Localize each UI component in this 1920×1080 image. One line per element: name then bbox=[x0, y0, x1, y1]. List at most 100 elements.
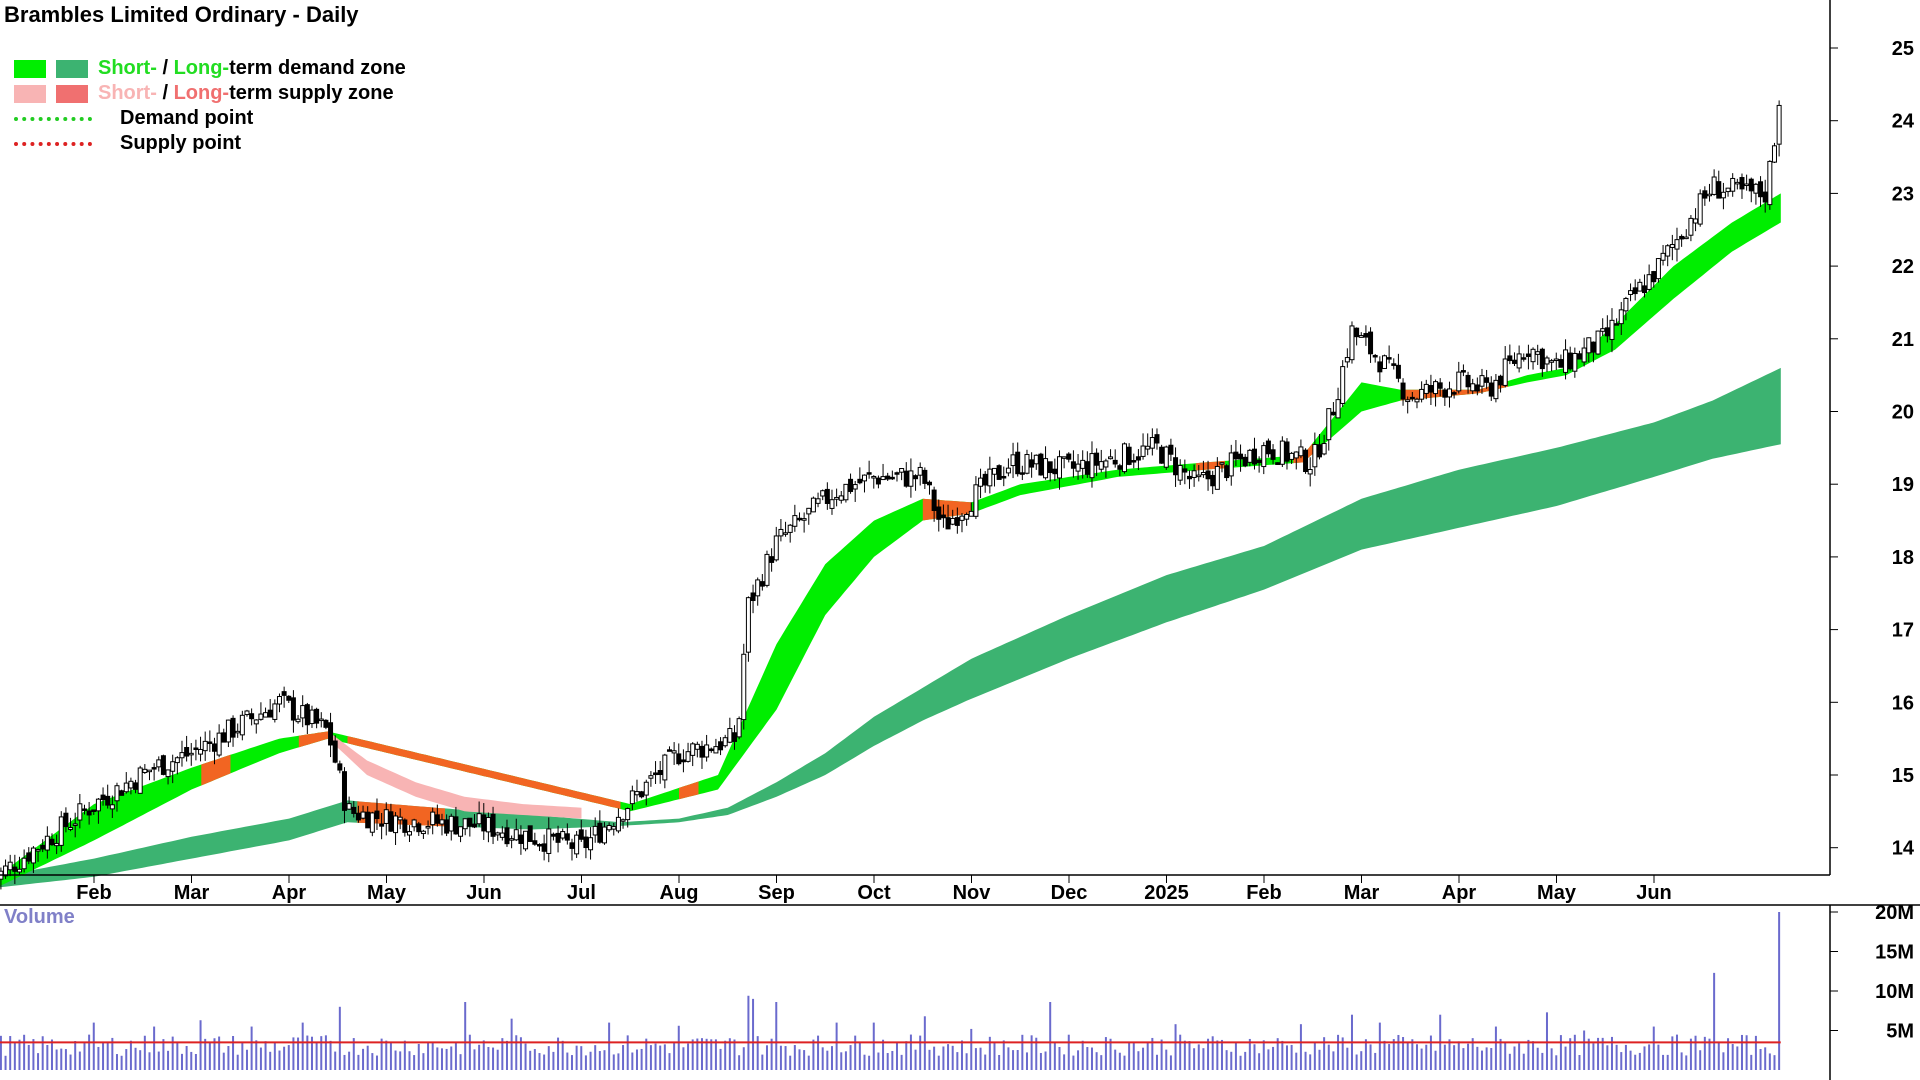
candle bbox=[1270, 444, 1276, 465]
candle-body bbox=[750, 592, 756, 602]
candle bbox=[978, 468, 984, 499]
candle bbox=[462, 818, 468, 836]
candle-body bbox=[690, 743, 696, 756]
candle-body bbox=[137, 767, 143, 794]
candle bbox=[1753, 182, 1759, 205]
candle-body bbox=[1395, 364, 1401, 379]
candle-body bbox=[304, 704, 310, 726]
candle-body bbox=[1043, 458, 1049, 479]
candle bbox=[351, 801, 357, 818]
candle-body bbox=[1702, 190, 1708, 199]
candle bbox=[207, 730, 213, 752]
time-tick-label: 2025 bbox=[1144, 882, 1189, 904]
candle bbox=[1544, 355, 1550, 372]
candle bbox=[1080, 450, 1086, 479]
candle-body bbox=[964, 513, 970, 520]
candle bbox=[926, 480, 932, 495]
candle-body bbox=[495, 832, 501, 836]
candle-body bbox=[1103, 460, 1109, 468]
candle bbox=[606, 822, 612, 832]
candle bbox=[1029, 452, 1035, 478]
candle bbox=[588, 827, 594, 860]
zone-transition bbox=[357, 801, 445, 827]
candle bbox=[1516, 345, 1522, 373]
legend-supply-point-line bbox=[14, 141, 92, 146]
candle-body bbox=[1516, 353, 1522, 369]
candle bbox=[151, 763, 157, 781]
candle bbox=[801, 512, 807, 533]
candle bbox=[1586, 337, 1592, 363]
candle-body bbox=[671, 750, 677, 754]
candle bbox=[16, 856, 22, 875]
candle-body bbox=[1247, 449, 1253, 463]
candle-body bbox=[100, 794, 106, 801]
candle-body bbox=[1335, 399, 1341, 419]
legend-separator: / bbox=[156, 82, 174, 104]
candle bbox=[393, 812, 399, 846]
candle bbox=[676, 743, 682, 766]
candle-body bbox=[936, 506, 942, 520]
candle bbox=[1697, 189, 1703, 227]
candle bbox=[852, 480, 858, 502]
candle bbox=[885, 472, 891, 481]
candle bbox=[996, 464, 1002, 480]
candle-body bbox=[341, 771, 347, 811]
candle bbox=[44, 826, 50, 859]
candle-body bbox=[481, 814, 487, 832]
candle-body bbox=[1446, 388, 1452, 398]
candle bbox=[560, 828, 566, 841]
candle-body bbox=[1748, 178, 1754, 192]
candle-body bbox=[513, 829, 519, 841]
candle-body bbox=[286, 695, 292, 701]
candle bbox=[1590, 341, 1596, 363]
candle bbox=[253, 719, 259, 734]
candle-body bbox=[365, 811, 371, 829]
candle-body bbox=[1558, 359, 1564, 368]
time-tick-label: Jun bbox=[1636, 882, 1672, 904]
candle bbox=[1210, 470, 1216, 495]
candle bbox=[843, 483, 849, 503]
candle-body bbox=[1061, 456, 1067, 459]
candle-body bbox=[276, 696, 282, 705]
candle-body bbox=[680, 759, 686, 763]
candle bbox=[880, 463, 886, 481]
candle bbox=[1474, 377, 1480, 396]
candle bbox=[142, 764, 148, 774]
candle bbox=[1024, 449, 1030, 475]
candle-body bbox=[411, 819, 417, 828]
candle bbox=[629, 785, 635, 811]
candle-body bbox=[509, 838, 515, 841]
candle bbox=[1372, 353, 1378, 363]
candle-body bbox=[1386, 357, 1392, 360]
candle-body bbox=[1614, 323, 1620, 326]
candle bbox=[341, 767, 347, 824]
candle bbox=[1762, 179, 1768, 213]
candle-body bbox=[263, 712, 269, 718]
candle-body bbox=[1590, 341, 1596, 353]
candle bbox=[337, 760, 343, 774]
candle bbox=[490, 806, 496, 845]
candle bbox=[1628, 283, 1634, 302]
candle-body bbox=[114, 785, 120, 802]
legend-demand-point-line bbox=[14, 116, 92, 121]
candle-body bbox=[1251, 448, 1257, 465]
candle bbox=[550, 832, 556, 841]
candle bbox=[861, 474, 867, 493]
candle-body bbox=[1265, 440, 1271, 455]
candle-body bbox=[1442, 389, 1448, 398]
candle-body bbox=[1377, 361, 1383, 373]
candle-body bbox=[314, 708, 320, 724]
candle-body bbox=[402, 819, 408, 833]
candle-body bbox=[281, 691, 287, 696]
candle-body bbox=[1131, 460, 1137, 463]
candle-body bbox=[309, 709, 315, 725]
candle bbox=[1437, 378, 1443, 397]
candle bbox=[1758, 176, 1764, 207]
candle bbox=[304, 702, 310, 735]
candle-body bbox=[184, 747, 190, 757]
candle bbox=[263, 707, 269, 718]
candle bbox=[583, 829, 589, 859]
candle bbox=[968, 502, 974, 517]
candle-body bbox=[523, 830, 529, 850]
legend-long-label: Long- bbox=[173, 57, 230, 79]
